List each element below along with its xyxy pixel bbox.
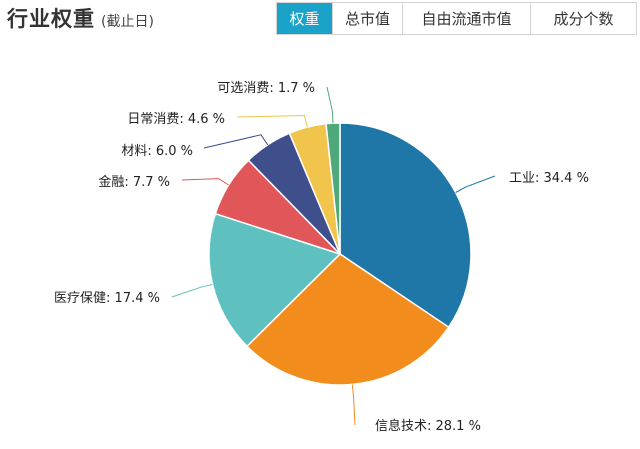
slice-label-2: 医疗保健: 17.4 %: [54, 291, 160, 306]
slice-label-4: 材料: 6.0 %: [121, 144, 193, 159]
tab-bar: 权重 总市值 自由流通市值 成分个数: [276, 2, 637, 35]
leader-line-0: [455, 175, 496, 193]
pie-chart: 工业: 34.4 % 信息技术: 28.1 % 医疗保健: 17.4 % 金融: 7.…: [54, 81, 589, 434]
slice-label-1: 信息技术: 28.1 %: [375, 418, 481, 434]
leader-line-5: [236, 114, 308, 128]
leader-line-2: [171, 283, 213, 298]
pie-slice-1[interactable]: [245, 253, 450, 386]
leader-line-4: [203, 134, 269, 149]
leader-line-3: [181, 178, 229, 186]
slice-label-3: 金融: 7.7 %: [98, 174, 170, 190]
page-title: 行业权重: [7, 7, 95, 31]
tab-weight[interactable]: 权重: [277, 3, 332, 34]
title-group: 行业权重 (截止日): [7, 3, 154, 33]
tab-total-market-cap[interactable]: 总市值: [332, 3, 402, 34]
tab-constituent-count[interactable]: 成分个数: [530, 3, 636, 34]
page-subtitle: (截止日): [101, 14, 154, 30]
header: 行业权重 (截止日) 权重 总市值 自由流通市值 成分个数: [0, 0, 640, 38]
tab-free-float-market-cap[interactable]: 自由流通市值: [402, 3, 530, 34]
slice-label-5: 日常消费: 4.6 %: [127, 112, 225, 127]
slice-label-0: 工业: 34.4 %: [509, 171, 589, 186]
leader-line-6: [326, 86, 334, 124]
slice-label-6: 可选消费: 1.7 %: [217, 81, 315, 96]
leader-line-1: [351, 384, 356, 426]
